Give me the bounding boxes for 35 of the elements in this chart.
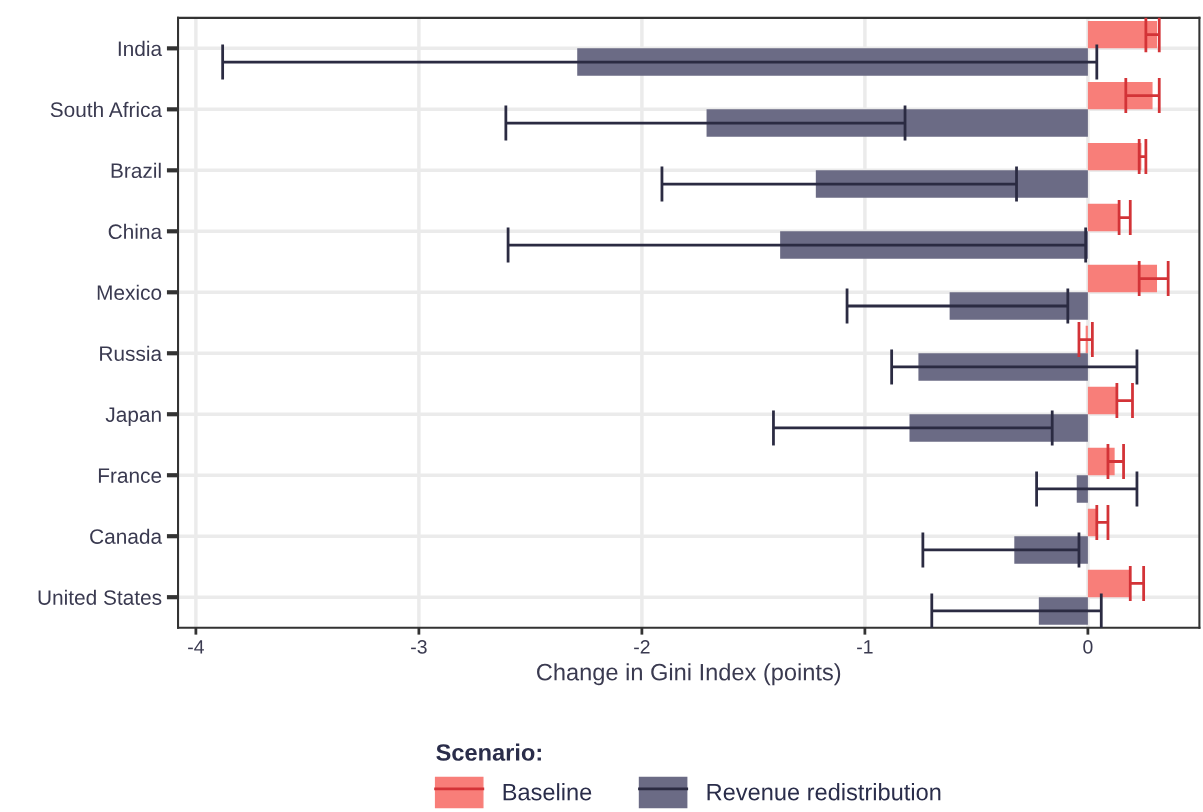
x-tick-label: -2: [634, 639, 650, 654]
bar: [1087, 20, 1158, 49]
y-tick-label: India: [118, 40, 163, 57]
y-tick-label: Brazil: [111, 162, 161, 179]
bar: [1087, 81, 1153, 110]
y-tick-label: United States: [38, 589, 162, 605]
x-tick-label: -1: [857, 640, 873, 654]
bar: [1087, 386, 1117, 415]
bar: [1076, 475, 1088, 503]
y-tick-label: South Africa: [50, 101, 163, 118]
bar: [1014, 536, 1088, 564]
x-axis-title: Change in Gini Index (points): [537, 663, 841, 686]
bar: [1087, 569, 1131, 598]
legend-label: Revenue redistribution: [707, 783, 941, 801]
bar: [780, 231, 1088, 259]
legend-label: Baseline: [503, 783, 592, 801]
y-tick-label: Canada: [90, 528, 163, 544]
legend-title: Scenario:: [436, 743, 541, 761]
y-tick-label: China: [108, 223, 163, 240]
bar: [1087, 264, 1158, 293]
bar: [918, 353, 1088, 381]
x-tick-label: 0: [1083, 639, 1093, 654]
y-tick-label: France: [98, 468, 162, 483]
bar: [949, 292, 1088, 320]
bar: [1087, 203, 1120, 232]
bar: [1038, 597, 1088, 625]
bar: [706, 109, 1088, 137]
y-tick-label: Russia: [100, 345, 163, 362]
y-tick-label: Mexico: [97, 284, 162, 301]
y-tick-label: Japan: [105, 407, 161, 427]
bar: [577, 48, 1088, 76]
bar: [815, 170, 1088, 198]
x-tick-label: -4: [188, 640, 204, 654]
x-tick-label: -3: [411, 639, 427, 654]
bar: [909, 414, 1088, 442]
